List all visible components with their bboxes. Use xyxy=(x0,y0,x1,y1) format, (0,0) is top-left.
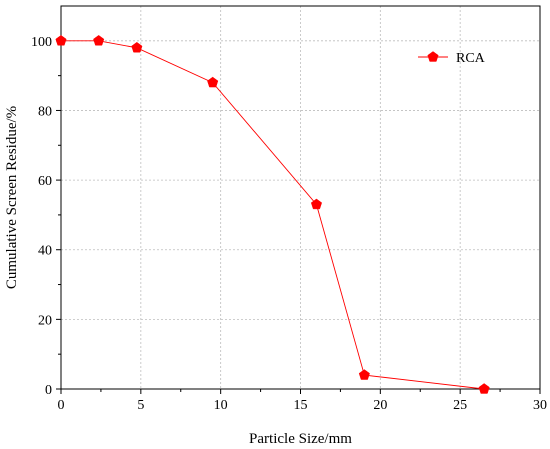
x-tick-label: 25 xyxy=(453,398,467,413)
x-tick-label: 0 xyxy=(58,398,65,413)
x-tick-label: 30 xyxy=(533,398,547,413)
x-tick-label: 10 xyxy=(214,398,228,413)
series-group xyxy=(55,35,490,394)
data-point xyxy=(310,198,322,210)
axis-ticks: 0 5 10 15 20 25 30 0 20 40 60 80 100 xyxy=(31,35,547,413)
legend-label: RCA xyxy=(456,51,486,66)
x-tick-label: 5 xyxy=(137,398,144,413)
legend-marker xyxy=(427,51,439,62)
y-tick-label: 20 xyxy=(38,313,52,328)
data-point xyxy=(358,369,370,380)
x-tick-label: 20 xyxy=(373,398,387,413)
y-axis-title: Cumulative Screen Residue/% xyxy=(4,106,20,289)
legend: RCA xyxy=(418,51,486,66)
x-tick-label: 15 xyxy=(294,398,308,413)
x-axis-title: Particle Size/mm xyxy=(249,431,352,447)
series-line xyxy=(61,40,485,390)
data-point xyxy=(478,383,490,394)
data-point xyxy=(131,41,143,53)
y-tick-label: 100 xyxy=(31,35,52,50)
data-point xyxy=(93,35,105,46)
y-tick-label: 40 xyxy=(38,244,52,259)
y-tick-label: 60 xyxy=(38,174,52,189)
y-tick-label: 80 xyxy=(38,104,52,119)
data-point xyxy=(55,35,67,46)
data-point xyxy=(207,76,219,88)
y-tick-label: 0 xyxy=(45,383,52,398)
